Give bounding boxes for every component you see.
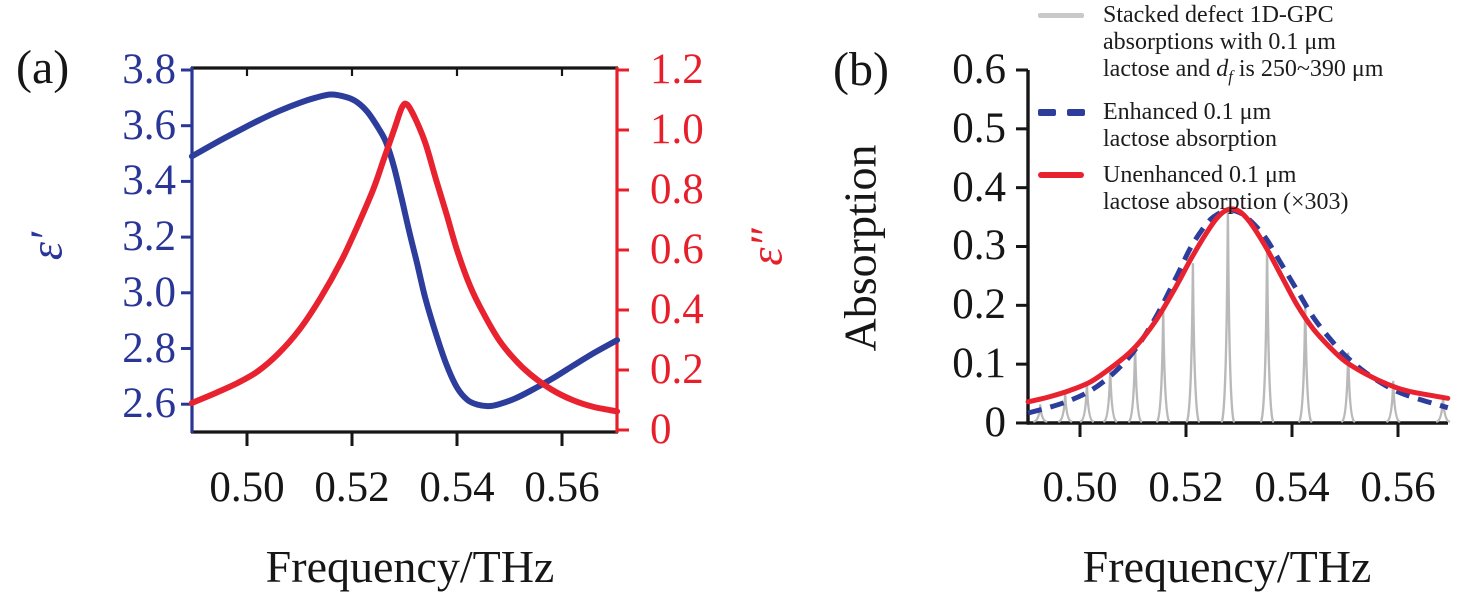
b-x-tick-label: 0.56 [1360,464,1436,511]
a-right-tick-label: 0.2 [650,346,704,393]
a-x-tick-label: 0.56 [524,464,600,511]
panel-b-label: (b) [833,43,889,96]
b-x-tick-label: 0.52 [1148,464,1224,511]
defect-spike [1033,404,1048,423]
a-right-tick-label: 0.6 [650,226,704,273]
defect-spike [1156,310,1171,423]
panel-a-right-axis-title: ε″ [740,228,792,266]
panel-a-x-axis-title: Frequency/THz [265,541,555,592]
legend-text-line: lactose and df is 250~390 μm [1103,56,1384,86]
defect-spike [1340,352,1356,423]
defect-spike [1057,393,1073,423]
defect-spike [1079,383,1095,423]
a-x-tick-label: 0.54 [419,464,495,511]
a-left-tick-label: 3.4 [122,157,176,205]
unenhanced-absorption-curve [1025,206,1451,405]
legend-text-line: lactose absorption [1103,125,1277,152]
b-y-tick-label: 0.2 [952,281,1006,329]
panel-a-label: (a) [16,41,70,94]
defect-spike [1259,245,1275,423]
legend-text-line: absorptions with 0.1 μm [1103,29,1336,55]
defect-spike [1220,208,1236,423]
a-left-tick-label: 3.2 [122,213,176,261]
b-y-tick-label: 0.1 [952,340,1006,388]
b-y-tick-label: 0.6 [952,46,1006,93]
defect-spike [1386,380,1401,423]
a-left-tick-label: 2.8 [122,324,176,372]
a-left-tick-label: 3.0 [122,268,176,316]
gray-line-swatch [1038,2,1103,29]
legend-text-line: Unenhanced 0.1 μm [1103,161,1297,188]
a-left-tick-label: 3.6 [122,101,176,149]
defect-spike [1435,397,1451,423]
legend-text-line: lactose absorption (×303) [1103,188,1349,215]
epsilon-real-curve [188,91,621,410]
b-y-tick-label: 0 [984,398,1007,446]
a-x-tick-label: 0.52 [314,464,390,511]
epsilon-imag-curve [188,100,621,415]
defect-spike [1103,368,1118,423]
legend-item-enhanced: Enhanced 0.1 μm lactose absorption [1038,99,1476,153]
a-right-tick-label: 0.4 [650,286,704,333]
a-right-tick-label: 0.8 [650,166,704,213]
b-y-tick-label: 0.5 [952,104,1006,152]
legend-item-unenhanced: Unenhanced 0.1 μm lactose absorption (×3… [1038,162,1476,216]
a-x-tick-label: 0.50 [209,464,285,511]
b-x-tick-label: 0.50 [1042,464,1118,511]
a-right-tick-label: 0 [650,406,672,453]
legend-text-line: Stacked defect 1D-GPC [1103,2,1334,28]
a-left-tick-label: 2.6 [122,380,176,428]
a-right-tick-label: 1.2 [650,46,704,93]
blue-dashed-line-swatch [1038,99,1103,126]
b-y-tick-label: 0.3 [952,222,1006,270]
a-left-tick-label: 3.8 [122,46,176,93]
legend-item-stacked-defect: Stacked defect 1D-GPC absorptions with 0… [1038,2,1476,90]
panel-a-left-axis-title: ε′ [20,231,72,261]
red-line-swatch [1038,162,1103,189]
defect-spike [1185,262,1201,423]
legend-text-line: Enhanced 0.1 μm [1103,98,1272,125]
b-y-tick-label: 0.4 [952,163,1006,211]
legend: Stacked defect 1D-GPC absorptions with 0… [1038,2,1476,216]
b-x-tick-label: 0.54 [1254,464,1330,511]
panel-b-x-axis-title: Frequency/THz [1082,541,1372,592]
a-right-tick-label: 1.0 [650,106,704,153]
panel-b-y-axis-title: Absorption [834,144,886,352]
